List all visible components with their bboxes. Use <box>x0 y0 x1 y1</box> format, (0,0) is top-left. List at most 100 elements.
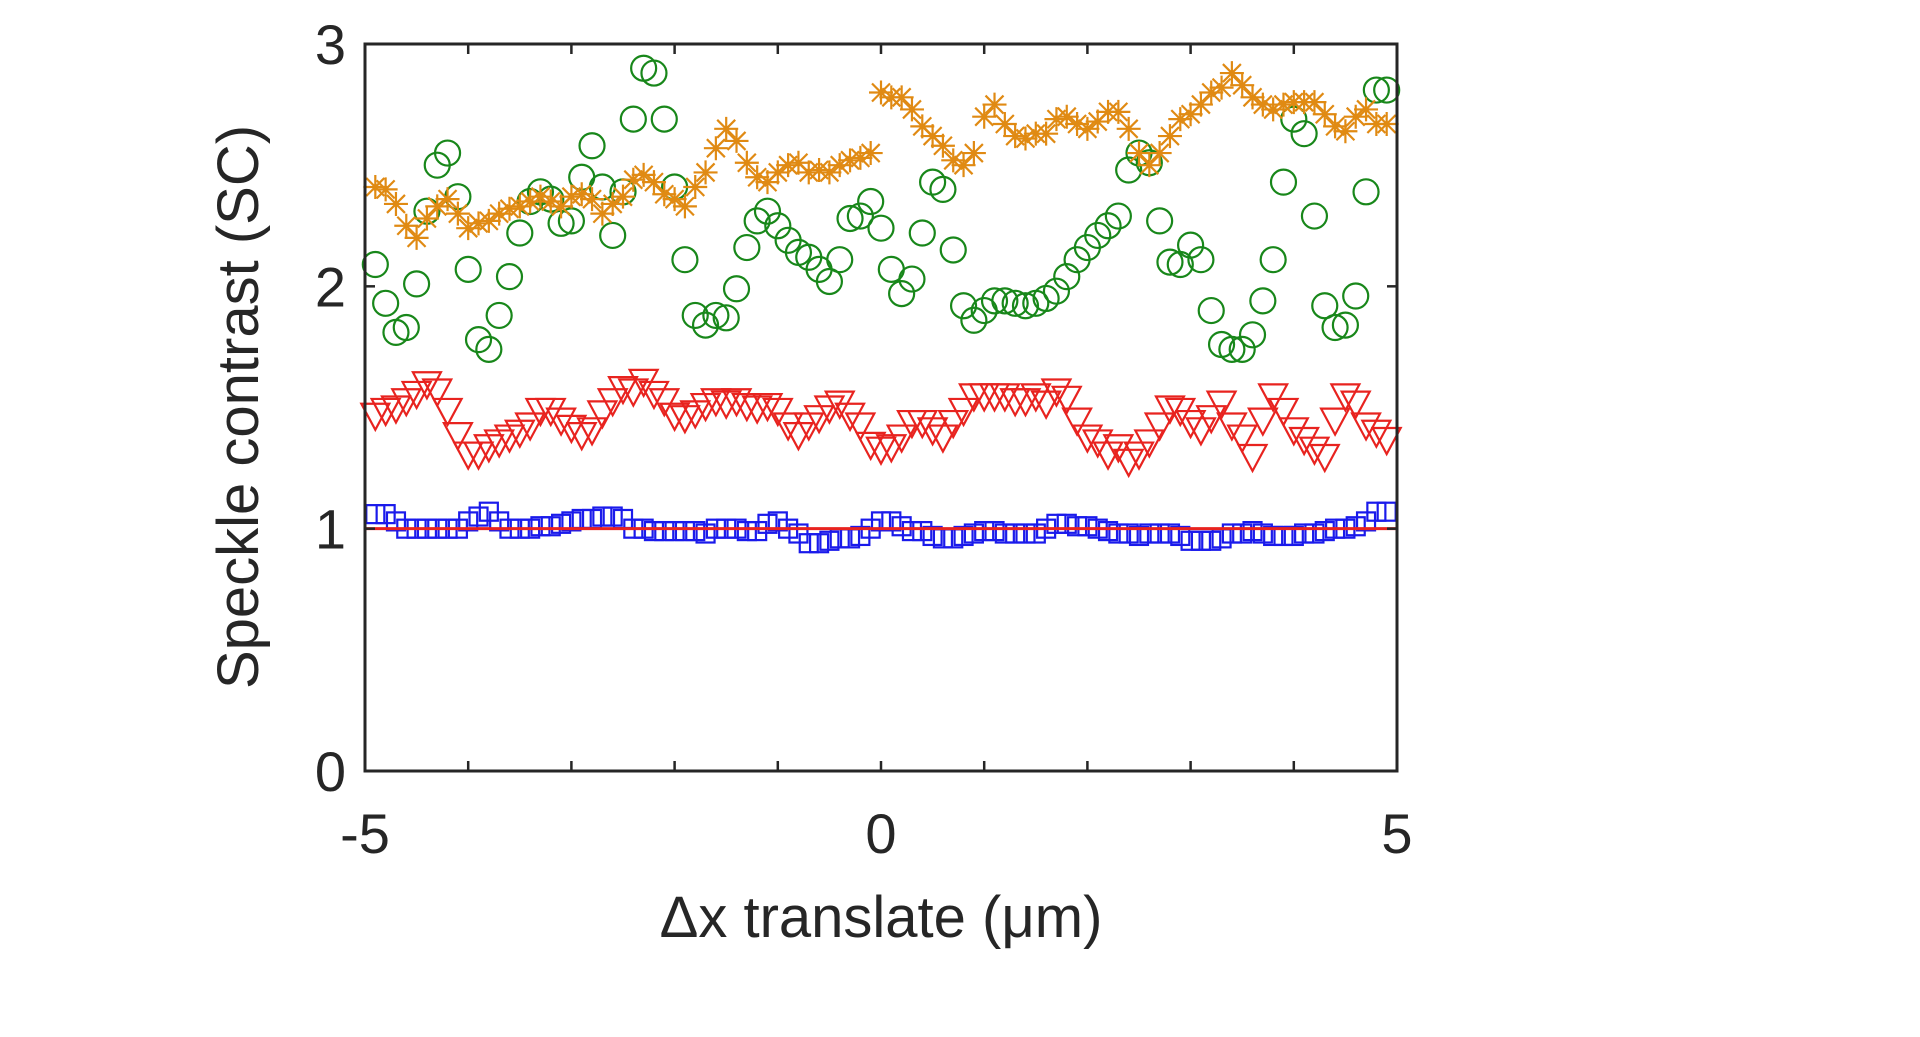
data-point-circle <box>671 246 699 274</box>
data-point-circle <box>867 214 895 242</box>
data-point-square <box>1118 523 1139 544</box>
y-tick-label: 3 <box>315 13 346 76</box>
data-point-circle <box>1156 248 1184 276</box>
data-point-triangle-down <box>638 380 670 411</box>
data-point-asterisk <box>838 148 863 173</box>
data-point-circle <box>1187 246 1215 274</box>
data-point-triangle-down <box>607 376 639 406</box>
data-point-asterisk <box>889 85 914 110</box>
data-point-asterisk <box>796 160 821 185</box>
data-point-square <box>891 516 912 537</box>
data-point-square <box>674 520 696 542</box>
data-point-asterisk <box>1178 102 1203 127</box>
data-point-square <box>1201 530 1222 551</box>
data-point-square <box>695 523 716 544</box>
data-point-circle <box>908 219 936 247</box>
data-point-triangle-down <box>906 409 939 440</box>
data-point-circle <box>464 326 493 354</box>
data-point-triangle-down <box>803 405 835 435</box>
data-point-triangle-down <box>854 431 887 462</box>
data-point-circle <box>1176 231 1205 259</box>
data-point-square <box>1190 530 1212 551</box>
data-point-circle <box>939 236 967 264</box>
data-point-triangle-down <box>865 436 897 467</box>
data-point-triangle-down <box>720 388 753 418</box>
data-point-asterisk <box>559 184 584 209</box>
data-point-triangle-down <box>947 397 980 428</box>
data-point-circle <box>702 301 730 330</box>
data-point-asterisk <box>476 208 501 233</box>
data-point-square <box>602 506 623 527</box>
data-point-circle <box>1238 321 1267 349</box>
data-point-asterisk <box>1261 97 1286 122</box>
data-point-square <box>540 516 561 537</box>
data-point-square <box>757 513 778 534</box>
data-point-triangle-down <box>937 409 970 440</box>
data-point-circle <box>372 289 400 317</box>
data-point-triangle-down <box>617 378 650 408</box>
data-point-circle <box>991 287 1019 315</box>
data-point-asterisk <box>497 196 522 221</box>
data-point-square <box>984 520 1005 542</box>
data-point-circle <box>1197 296 1225 325</box>
data-point-asterisk <box>1343 104 1368 129</box>
data-point-triangle-down <box>885 424 918 454</box>
data-point-asterisk <box>1312 102 1337 127</box>
data-point-triangle-down <box>576 417 608 447</box>
data-point-triangle-down <box>844 412 877 442</box>
data-point-square <box>1097 520 1119 542</box>
data-point-circle <box>929 175 957 203</box>
data-point-asterisk <box>456 216 481 241</box>
data-point-asterisk <box>580 187 605 212</box>
data-point-asterisk <box>425 194 450 219</box>
data-point-square <box>974 520 995 542</box>
data-point-square <box>1345 516 1366 537</box>
data-point-triangle-down <box>1061 407 1093 437</box>
data-point-asterisk <box>827 153 852 178</box>
data-point-triangle-down <box>1195 405 1228 435</box>
data-point-triangle-down <box>1360 419 1393 450</box>
data-point-circle <box>1104 202 1132 230</box>
data-point-square <box>901 520 923 542</box>
data-point-circle <box>640 59 668 87</box>
data-point-asterisk <box>394 213 419 238</box>
data-point-asterisk <box>1188 92 1213 117</box>
data-point-triangle-down <box>431 397 464 428</box>
data-point-triangle-down <box>1277 417 1310 447</box>
data-point-asterisk <box>672 194 697 219</box>
data-point-triangle-down <box>421 378 454 408</box>
data-point-asterisk <box>734 150 759 175</box>
data-point-asterisk <box>414 206 439 231</box>
data-point-circle <box>1300 202 1329 230</box>
data-point-square <box>808 533 830 554</box>
data-point-square <box>1005 523 1026 544</box>
data-point-triangle-down <box>916 417 949 447</box>
data-point-triangle-down <box>730 392 763 423</box>
data-point-asterisk <box>1250 92 1275 117</box>
data-point-circle <box>1146 207 1174 235</box>
data-point-asterisk <box>1240 85 1265 110</box>
data-point-square <box>881 511 902 532</box>
data-point-square <box>1046 513 1067 534</box>
data-point-asterisk <box>621 167 646 192</box>
data-point-square <box>664 520 685 542</box>
data-point-asterisk <box>1034 121 1059 146</box>
data-point-asterisk <box>765 160 790 185</box>
data-point-square <box>561 511 582 532</box>
data-point-asterisk <box>1127 141 1151 166</box>
data-point-square <box>1263 525 1284 547</box>
data-point-square <box>994 523 1015 544</box>
data-point-triangle-down <box>658 402 691 433</box>
data-point-triangle-down <box>1319 407 1351 437</box>
data-point-asterisk <box>941 148 966 173</box>
data-point-triangle-down <box>988 383 1021 413</box>
data-point-asterisk <box>363 174 388 199</box>
data-point-square <box>550 513 572 534</box>
data-point-triangle-down <box>1298 436 1331 467</box>
x-tick-label: -5 <box>340 802 390 865</box>
y-tick-label: 0 <box>315 740 346 803</box>
data-point-asterisk <box>992 111 1017 136</box>
data-point-asterisk <box>1230 73 1255 98</box>
data-point-asterisk <box>1302 90 1327 115</box>
